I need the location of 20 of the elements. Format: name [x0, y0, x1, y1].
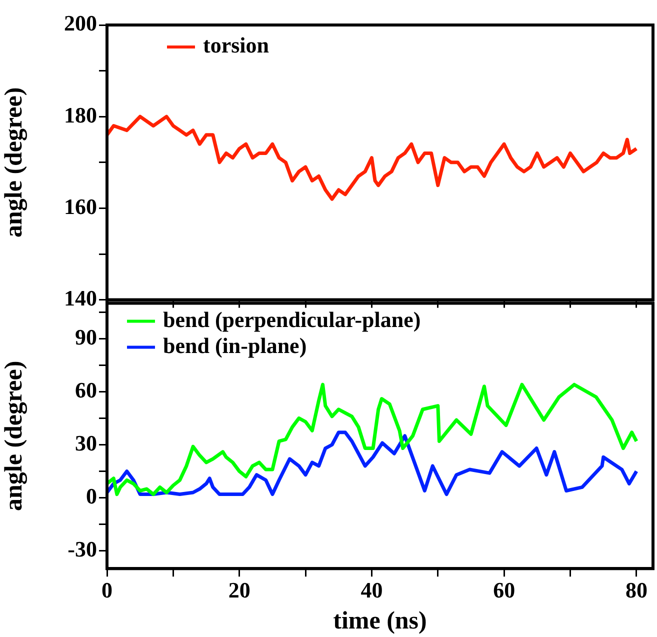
x-tick-label: 0 [102, 577, 112, 602]
y-tick-label: 160 [64, 194, 97, 219]
y-tick-label: 200 [64, 10, 97, 36]
x-tick-label: 80 [625, 577, 648, 602]
x-tick-label: 20 [228, 577, 250, 602]
y-tick-label: 140 [64, 285, 97, 310]
legend-label: bend (in-plane) [163, 332, 307, 358]
y-axis-title: angle (degree) [0, 360, 28, 511]
legend-label: torsion [203, 32, 269, 58]
y-tick-label: 90 [75, 324, 97, 350]
y-tick-label: 30 [75, 430, 97, 456]
legend-label: bend (perpendicular-plane) [163, 306, 421, 332]
y-tick-label: 60 [75, 377, 97, 402]
y-axis-title: angle (degree) [0, 87, 28, 238]
x-tick-label: 40 [360, 577, 383, 602]
x-axis-title: time (ns) [333, 607, 427, 634]
y-tick-label: 0 [86, 484, 97, 509]
y-tick-label: 180 [64, 102, 97, 128]
x-tick-label: 60 [493, 577, 516, 602]
y-tick-label: -30 [68, 536, 97, 562]
